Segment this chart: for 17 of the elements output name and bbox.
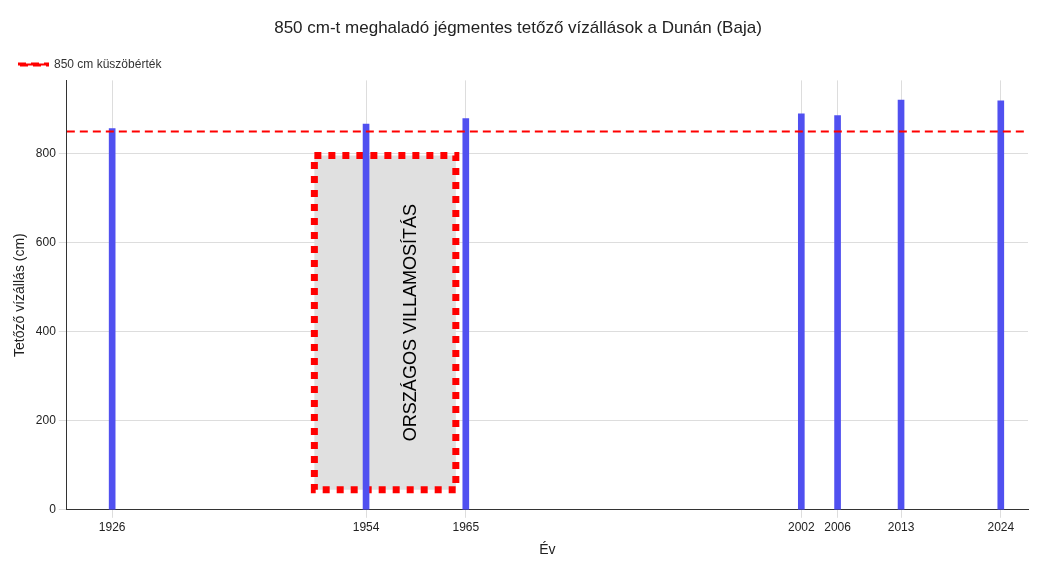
band-label: ORSZÁGOS VILLAMOSÍTÁS [399,204,420,442]
chart-title: 850 cm-t meghaladó jégmentes tetőző vízállások a Dunán (Baja) [274,17,762,37]
x-tick-label: 1926 [98,520,126,535]
y-tick-label: 0 [49,502,57,517]
legend-label: 850 cm küszöbérték [54,56,163,71]
y-tick-label: 800 [35,146,57,161]
y-tick-label: 200 [35,413,57,428]
y-axis-title: Tetőző vízállás (cm) [11,233,28,357]
x-axis-title: Év [539,541,556,558]
x-tick-label: 2024 [987,520,1015,535]
x-tick-label: 2006 [824,520,852,535]
x-tick-label: 1965 [452,520,480,535]
y-tick-label: 600 [35,235,57,250]
x-tick-label: 2002 [787,520,815,535]
y-tick-label: 400 [35,324,57,339]
x-tick-label: 2013 [887,520,915,535]
x-tick-label: 1954 [352,520,380,535]
